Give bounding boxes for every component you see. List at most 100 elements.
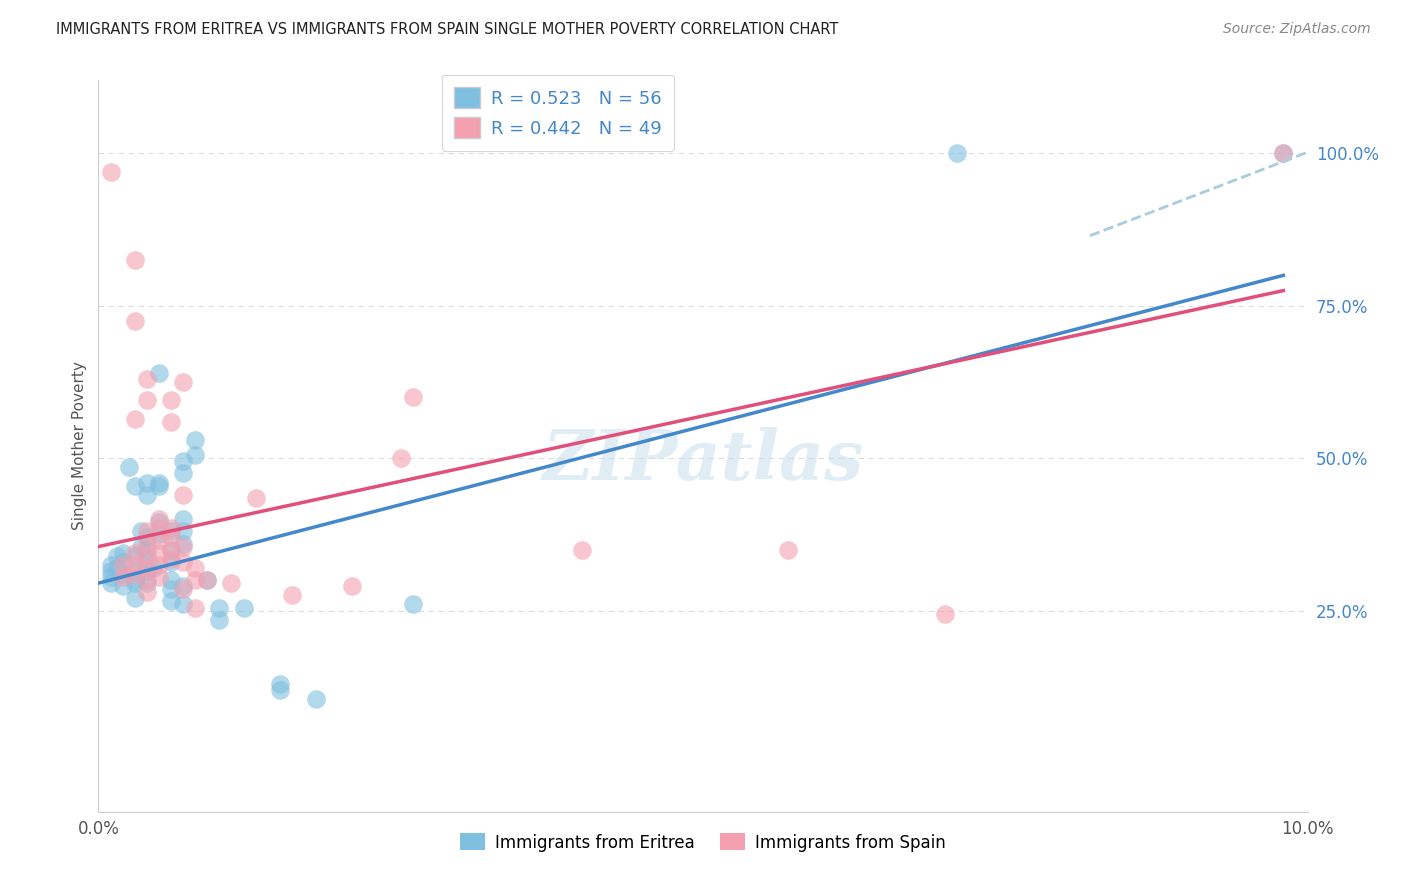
Point — [135, 573, 157, 587]
Point — [160, 521, 183, 535]
Point — [160, 530, 183, 544]
Point — [100, 570, 122, 584]
Legend: Immigrants from Eritrea, Immigrants from Spain: Immigrants from Eritrea, Immigrants from… — [454, 827, 952, 858]
Point — [184, 448, 207, 462]
Point — [402, 598, 425, 612]
Point — [129, 524, 152, 539]
Point — [111, 546, 134, 560]
Point — [402, 390, 425, 404]
Point — [172, 375, 194, 389]
Point — [135, 530, 157, 544]
Point — [184, 573, 207, 587]
Point — [111, 570, 134, 584]
Point — [135, 488, 157, 502]
Point — [172, 536, 194, 550]
Point — [100, 564, 122, 578]
Point — [135, 576, 157, 591]
Point — [124, 564, 146, 578]
Point — [172, 579, 194, 593]
Point — [946, 146, 969, 161]
Point — [148, 533, 170, 548]
Point — [135, 564, 157, 578]
Point — [142, 561, 165, 575]
Point — [135, 372, 157, 386]
Point — [195, 573, 218, 587]
Point — [148, 527, 170, 541]
Point — [148, 570, 170, 584]
Point — [172, 555, 194, 569]
Point — [184, 433, 207, 447]
Point — [124, 314, 146, 328]
Point — [105, 561, 128, 575]
Point — [160, 551, 183, 566]
Point — [148, 366, 170, 380]
Point — [135, 393, 157, 408]
Point — [172, 598, 194, 612]
Point — [135, 551, 157, 566]
Text: ZIPatlas: ZIPatlas — [543, 427, 863, 494]
Point — [148, 546, 170, 560]
Point — [221, 576, 243, 591]
Point — [135, 542, 157, 557]
Point — [124, 549, 146, 563]
Point — [172, 512, 194, 526]
Point — [148, 521, 170, 535]
Point — [195, 573, 218, 587]
Point — [1272, 146, 1295, 161]
Point — [281, 588, 304, 602]
Point — [148, 558, 170, 572]
Point — [245, 491, 267, 505]
Point — [342, 579, 364, 593]
Y-axis label: Single Mother Poverty: Single Mother Poverty — [72, 361, 87, 531]
Point — [571, 542, 593, 557]
Point — [232, 600, 254, 615]
Point — [118, 460, 141, 475]
Point — [124, 253, 146, 268]
Point — [105, 549, 128, 563]
Point — [776, 542, 799, 557]
Point — [148, 512, 170, 526]
Point — [305, 692, 328, 706]
Point — [111, 558, 134, 572]
Point — [124, 478, 146, 492]
Point — [172, 488, 194, 502]
Point — [124, 576, 146, 591]
Point — [160, 573, 183, 587]
Point — [160, 582, 183, 597]
Point — [124, 411, 146, 425]
Point — [172, 524, 194, 539]
Point — [160, 393, 183, 408]
Point — [111, 555, 134, 569]
Point — [184, 561, 207, 575]
Point — [160, 555, 183, 569]
Point — [124, 573, 146, 587]
Point — [100, 558, 122, 572]
Point — [172, 540, 194, 554]
Point — [148, 475, 170, 490]
Point — [389, 451, 412, 466]
Point — [208, 600, 231, 615]
Text: IMMIGRANTS FROM ERITREA VS IMMIGRANTS FROM SPAIN SINGLE MOTHER POVERTY CORRELATI: IMMIGRANTS FROM ERITREA VS IMMIGRANTS FR… — [56, 22, 838, 37]
Point — [208, 613, 231, 627]
Point — [1272, 146, 1295, 161]
Point — [100, 165, 122, 179]
Point — [148, 515, 170, 529]
Point — [172, 467, 194, 481]
Point — [124, 567, 146, 582]
Point — [160, 542, 183, 557]
Point — [160, 594, 183, 608]
Point — [172, 582, 194, 597]
Point — [184, 600, 207, 615]
Point — [111, 567, 134, 582]
Point — [129, 540, 152, 554]
Text: Source: ZipAtlas.com: Source: ZipAtlas.com — [1223, 22, 1371, 37]
Point — [135, 561, 157, 575]
Point — [135, 524, 157, 539]
Point — [160, 542, 183, 557]
Point — [135, 585, 157, 599]
Point — [172, 454, 194, 468]
Point — [111, 579, 134, 593]
Point — [160, 415, 183, 429]
Point — [269, 676, 291, 690]
Point — [100, 576, 122, 591]
